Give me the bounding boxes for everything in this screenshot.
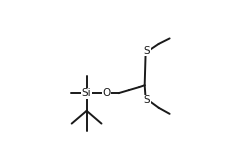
- Text: S: S: [144, 95, 150, 106]
- Text: Si: Si: [82, 88, 92, 98]
- Text: O: O: [102, 88, 111, 98]
- Text: S: S: [144, 46, 150, 56]
